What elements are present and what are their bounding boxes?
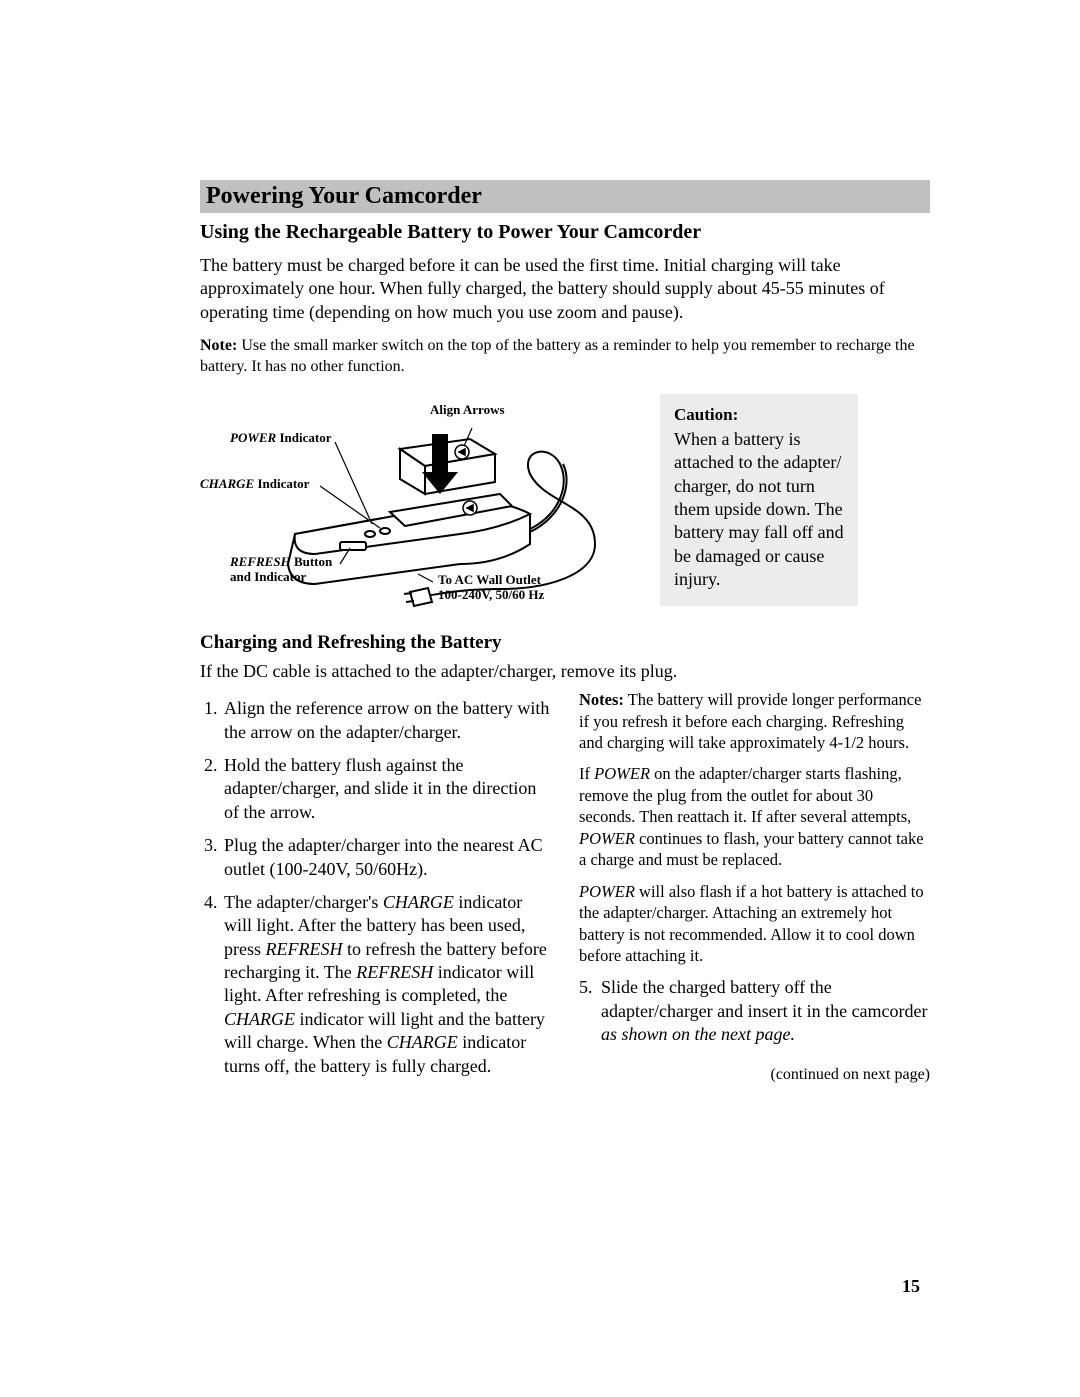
caution-body: When a battery is attached to the adapte… [674,428,844,592]
label-refresh-button: REFRESH Button and Indicator [230,554,332,585]
note-body: Use the small marker switch on the top o… [200,337,915,375]
two-column-body: Align the reference arrow on the battery… [200,689,930,1088]
note-paragraph: Note: Use the small marker switch on the… [200,336,930,378]
step-4: The adapter/charger's CHARGE indicator w… [222,891,551,1078]
subheading: Using the Rechargeable Battery to Power … [200,221,930,244]
label-charge-indicator: CHARGE Indicator [200,476,309,492]
charger-diagram: Align Arrows POWER Indicator CHARGE Indi… [200,394,640,614]
left-column: Align the reference arrow on the battery… [200,689,551,1088]
step-5: 5. Slide the charged battery off the ada… [579,976,930,1046]
page-title-bar: Powering Your Camcorder [200,180,930,213]
notes-block: Notes: The battery will provide longer p… [579,689,930,966]
page-number: 15 [902,1276,920,1297]
section2-intro: If the DC cable is attached to the adapt… [200,660,930,683]
caution-box: Caution: When a battery is attached to t… [660,394,858,606]
caution-title: Caution: [674,404,844,426]
notes-label: Notes: [579,690,624,709]
label-ac-outlet: To AC Wall Outlet 100-240V, 50/60 Hz [438,572,544,603]
note-label: Note: [200,337,237,354]
intro-paragraph: The battery must be charged before it ca… [200,254,930,324]
label-align-arrows: Align Arrows [430,402,505,418]
step-1: Align the reference arrow on the battery… [222,697,551,744]
steps-list: Align the reference arrow on the battery… [200,697,551,1078]
section2-heading: Charging and Refreshing the Battery [200,632,930,654]
step-5-number: 5. [579,976,601,1046]
right-column: Notes: The battery will provide longer p… [579,689,930,1088]
continued-note: (continued on next page) [579,1065,930,1086]
label-power-indicator: POWER Indicator [230,430,331,446]
diagram-row: Align Arrows POWER Indicator CHARGE Indi… [200,394,930,614]
step-2: Hold the battery flush against the adapt… [222,754,551,824]
step-3: Plug the adapter/charger into the neares… [222,834,551,881]
